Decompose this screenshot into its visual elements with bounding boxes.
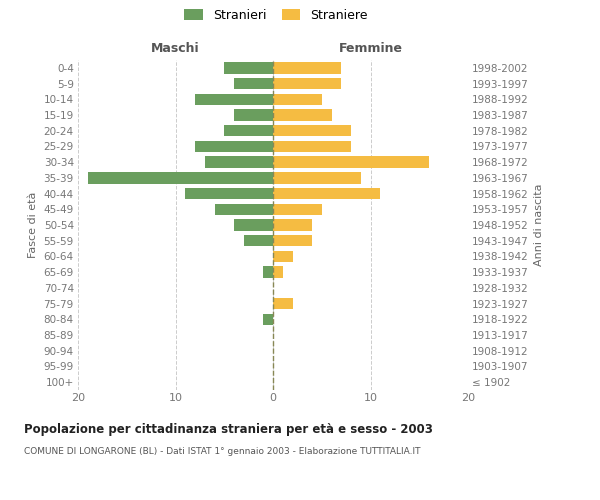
Bar [195, 94, 273, 105]
Bar [234, 110, 273, 120]
Y-axis label: Anni di nascita: Anni di nascita [535, 184, 544, 266]
Text: Popolazione per cittadinanza straniera per età e sesso - 2003: Popolazione per cittadinanza straniera p… [24, 422, 433, 436]
Bar [273, 94, 322, 105]
Bar [273, 188, 380, 199]
Text: Maschi: Maschi [151, 42, 200, 55]
Bar [224, 125, 273, 136]
Legend: Stranieri, Straniere: Stranieri, Straniere [182, 6, 370, 24]
Bar [244, 235, 273, 246]
Bar [185, 188, 273, 199]
Bar [273, 172, 361, 184]
Bar [273, 235, 312, 246]
Bar [273, 141, 351, 152]
Bar [273, 266, 283, 278]
Bar [263, 314, 273, 325]
Bar [205, 156, 273, 168]
Bar [273, 110, 331, 120]
Bar [273, 251, 293, 262]
Bar [273, 78, 341, 89]
Bar [273, 298, 293, 309]
Bar [273, 125, 351, 136]
Bar [215, 204, 273, 215]
Bar [234, 78, 273, 89]
Bar [273, 156, 429, 168]
Bar [263, 266, 273, 278]
Bar [224, 62, 273, 74]
Bar [234, 220, 273, 230]
Bar [273, 62, 341, 74]
Text: Femmine: Femmine [338, 42, 403, 55]
Bar [273, 220, 312, 230]
Y-axis label: Fasce di età: Fasce di età [28, 192, 38, 258]
Bar [88, 172, 273, 184]
Bar [273, 204, 322, 215]
Text: COMUNE DI LONGARONE (BL) - Dati ISTAT 1° gennaio 2003 - Elaborazione TUTTITALIA.: COMUNE DI LONGARONE (BL) - Dati ISTAT 1°… [24, 448, 421, 456]
Bar [195, 141, 273, 152]
